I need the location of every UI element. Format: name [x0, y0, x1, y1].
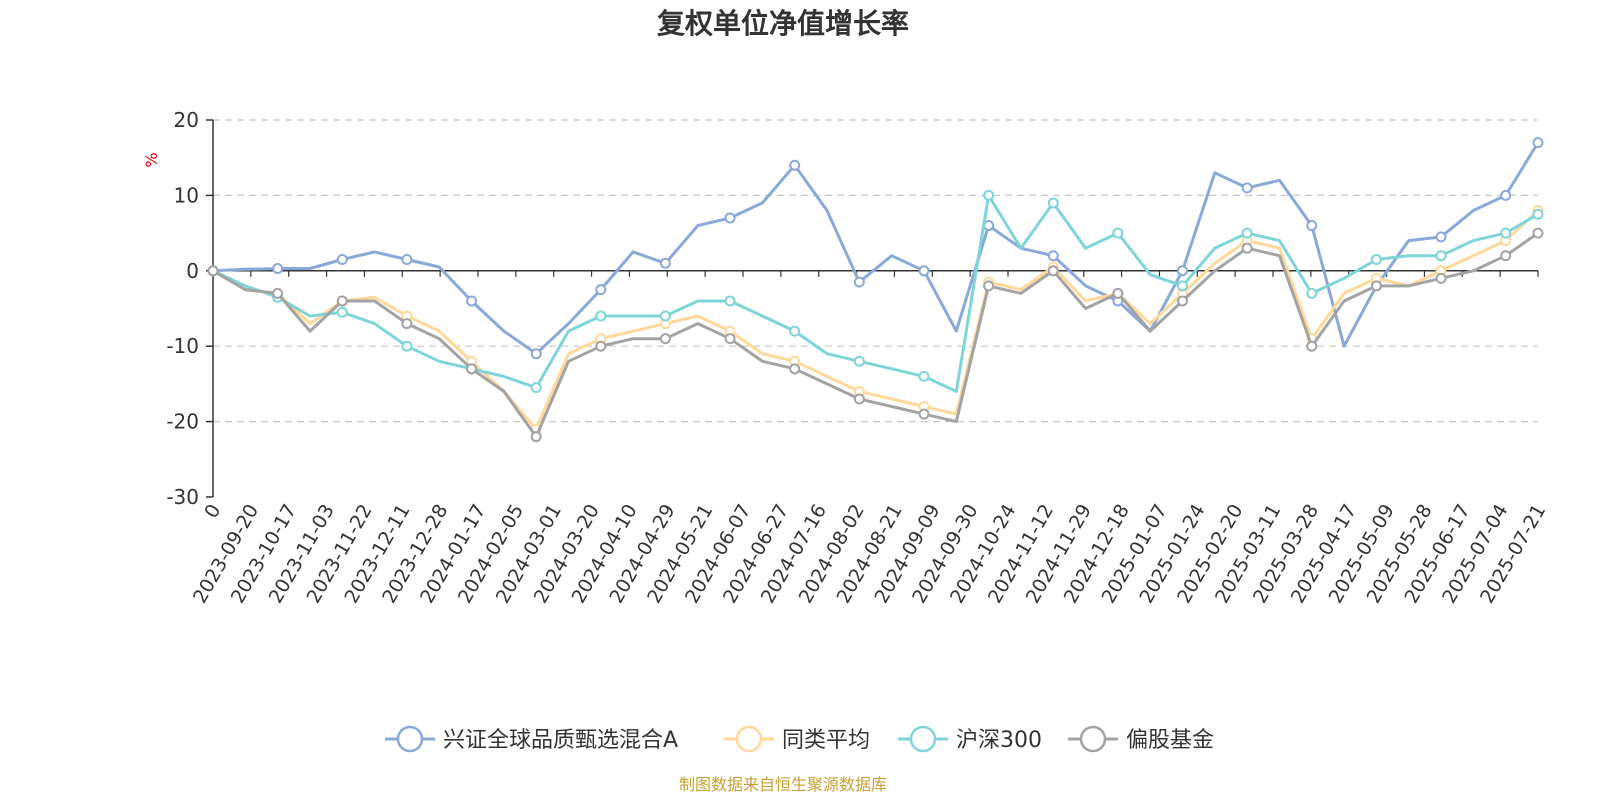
source-note: 制图数据来自恒生聚源数据库 [679, 775, 887, 794]
y-tick-label: -20 [166, 410, 199, 434]
data-point [1047, 197, 1059, 209]
data-point [1177, 295, 1189, 307]
data-point [789, 325, 801, 337]
data-point [1177, 280, 1189, 292]
data-point [595, 340, 607, 352]
data-point [1306, 340, 1318, 352]
series-line-1 [211, 141, 1540, 356]
data-point [853, 276, 865, 288]
data-point [659, 333, 671, 345]
data-point [724, 212, 736, 224]
data-point [659, 310, 671, 322]
legend[interactable]: 兴证全球品质甄选混合A 同类平均 沪深300 偏股基金 [385, 725, 1214, 753]
data-point [530, 348, 542, 360]
data-point [1112, 227, 1124, 239]
chart-title: 复权单位净值增长率 [657, 7, 909, 40]
legend-circle-icon [909, 725, 937, 753]
legend-circle-icon [735, 725, 763, 753]
data-point [530, 431, 542, 443]
data-point [1500, 250, 1512, 262]
data-point [336, 306, 348, 318]
data-point [659, 257, 671, 269]
data-point [1241, 182, 1253, 194]
data-point [983, 189, 995, 201]
data-point [1500, 227, 1512, 239]
legend-label: 兴证全球品质甄选混合A [443, 728, 678, 753]
data-point [918, 370, 930, 382]
data-point [918, 408, 930, 420]
data-point [530, 382, 542, 394]
data-point [1306, 220, 1318, 232]
legend-item[interactable]: 沪深300 [898, 725, 1042, 753]
data-point [466, 295, 478, 307]
data-point [1532, 227, 1544, 239]
series-line-2 [211, 209, 1540, 431]
data-point [595, 310, 607, 322]
data-point [1500, 189, 1512, 201]
legend-circle-icon [396, 725, 424, 753]
legend-label: 偏股基金 [1126, 728, 1214, 753]
data-point [336, 295, 348, 307]
series-line-3 [211, 193, 1540, 393]
data-point [1241, 242, 1253, 254]
data-point [789, 363, 801, 375]
data-point [1047, 265, 1059, 277]
data-point [853, 393, 865, 405]
data-point [918, 265, 930, 277]
legend-label: 沪深300 [956, 728, 1042, 753]
x-tick-label: 0 [200, 501, 225, 522]
data-point [1112, 287, 1124, 299]
data-point [1370, 253, 1382, 265]
legend-label: 同类平均 [782, 728, 870, 753]
data-point [595, 284, 607, 296]
y-tick-label: 20 [174, 108, 199, 132]
data-point [1047, 250, 1059, 262]
data-point [207, 265, 219, 277]
data-point [401, 253, 413, 265]
legend-item[interactable]: 偏股基金 [1068, 725, 1214, 753]
data-point [466, 363, 478, 375]
data-point [853, 355, 865, 367]
y-axis-unit: % [142, 152, 161, 167]
data-point [1370, 280, 1382, 292]
data-point [1532, 208, 1544, 220]
data-point [336, 253, 348, 265]
series-lines [207, 137, 1544, 443]
data-point [1435, 250, 1447, 262]
y-tick-label: 0 [186, 259, 199, 283]
y-tick-label: 10 [174, 183, 199, 207]
data-point [1177, 265, 1189, 277]
data-point [401, 318, 413, 330]
data-point [724, 333, 736, 345]
data-point [272, 263, 284, 275]
data-point [1435, 231, 1447, 243]
data-point [272, 287, 284, 299]
data-point [983, 280, 995, 292]
series-line-4 [211, 231, 1540, 439]
y-tick-label: -30 [166, 485, 199, 509]
data-point [789, 159, 801, 171]
data-point [724, 295, 736, 307]
data-point [1532, 137, 1544, 149]
y-tick-label: -10 [166, 334, 199, 358]
data-point [1435, 272, 1447, 284]
data-point [1306, 287, 1318, 299]
data-point [1241, 227, 1253, 239]
legend-circle-icon [1079, 725, 1107, 753]
legend-item[interactable]: 兴证全球品质甄选混合A [385, 725, 678, 753]
data-point [401, 340, 413, 352]
legend-item[interactable]: 同类平均 [724, 725, 870, 753]
